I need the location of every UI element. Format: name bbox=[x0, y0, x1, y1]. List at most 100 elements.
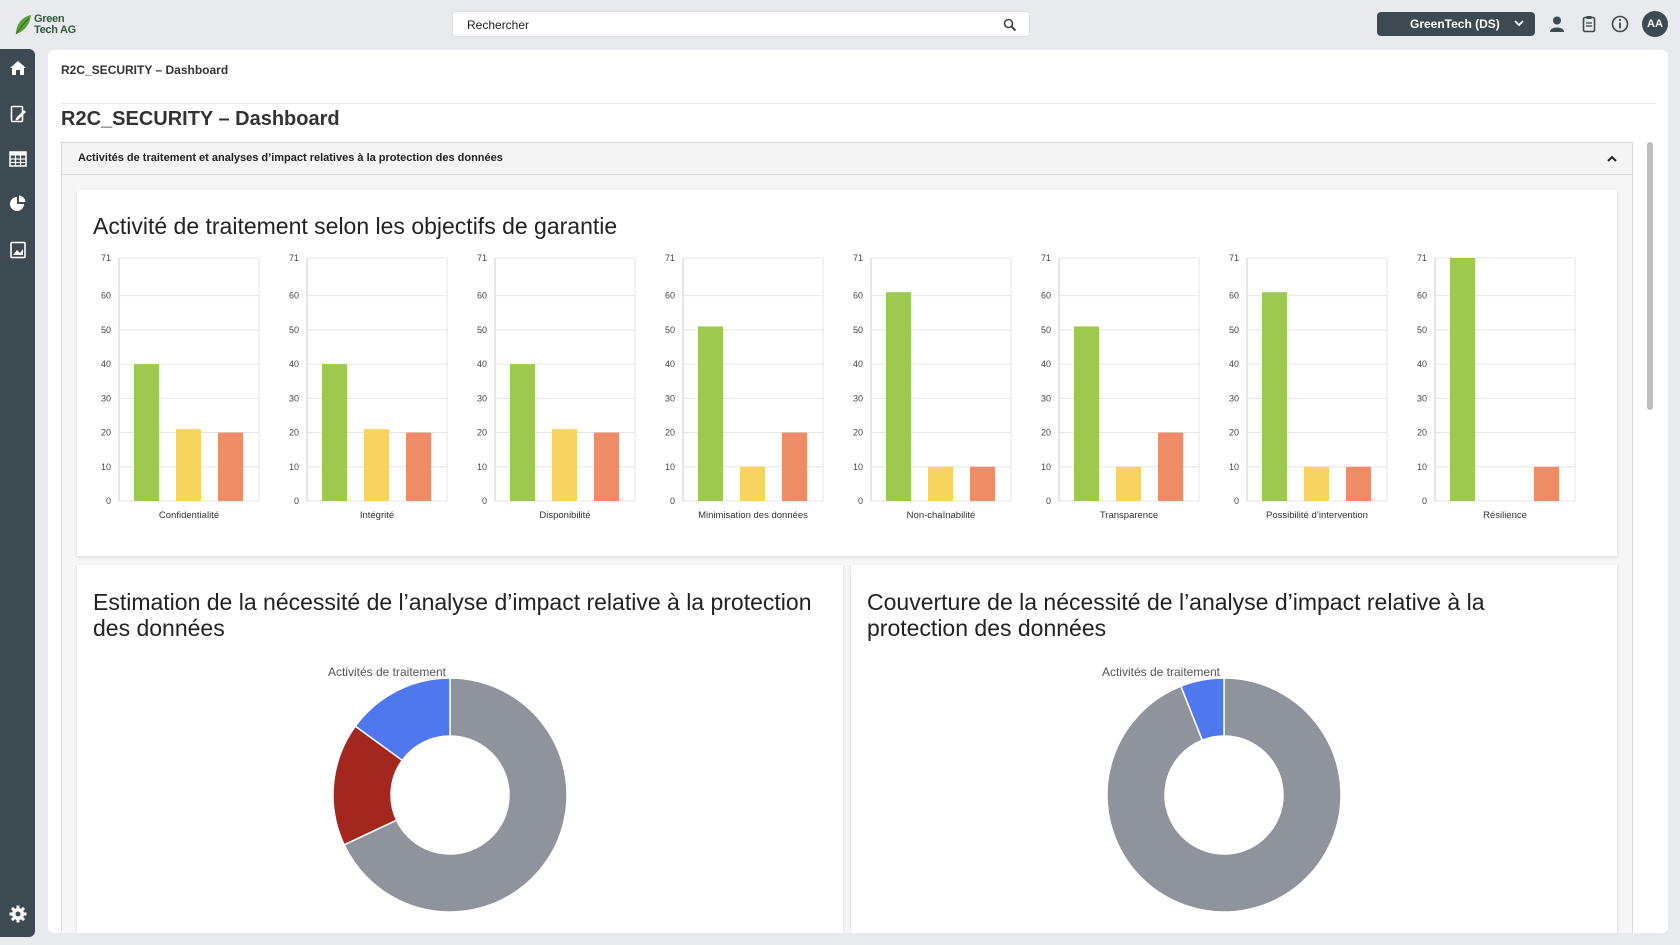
bar-Non-chaînabilité-0[interactable] bbox=[886, 292, 911, 501]
y-tick-label: 30 bbox=[477, 393, 487, 403]
y-tick-label: 20 bbox=[1417, 428, 1427, 438]
bar-Transparence-0[interactable] bbox=[1074, 326, 1099, 501]
bar-Résilience-0[interactable] bbox=[1450, 258, 1475, 501]
donut-slice-2[interactable] bbox=[354, 677, 451, 762]
y-tick-label: 0 bbox=[1234, 496, 1239, 506]
search-icon[interactable] bbox=[1003, 18, 1017, 32]
pie-chart-icon[interactable] bbox=[8, 194, 28, 214]
y-tick-label: 30 bbox=[101, 393, 111, 403]
bar-Possibilité d’intervention-0[interactable] bbox=[1262, 292, 1287, 501]
y-tick-label: 20 bbox=[101, 428, 111, 438]
bar-Intégrité-1[interactable] bbox=[364, 429, 389, 501]
donut1-subtitle: Activités de traitement bbox=[327, 665, 447, 679]
bar-Transparence-2[interactable] bbox=[1158, 432, 1183, 501]
edit-document-icon[interactable] bbox=[8, 104, 28, 124]
donut-slice-0[interactable] bbox=[1106, 677, 1342, 913]
donut-slice-1[interactable] bbox=[1179, 677, 1225, 742]
y-tick-label: 10 bbox=[477, 462, 487, 472]
bar-Intégrité-0[interactable] bbox=[322, 364, 347, 501]
settings-icon[interactable] bbox=[8, 904, 28, 924]
bar-Confidentialité-2[interactable] bbox=[218, 432, 243, 501]
clipboard-icon[interactable] bbox=[1580, 15, 1598, 33]
bar-Transparence-1[interactable] bbox=[1116, 466, 1141, 501]
bar-panel-3: 0 10 20 30 40 50 60 71 Minimisation des données bbox=[665, 253, 824, 521]
y-tick-label: 50 bbox=[477, 325, 487, 335]
bar-Résilience-2[interactable] bbox=[1534, 466, 1559, 501]
y-tick-label: 0 bbox=[858, 496, 863, 506]
tenant-selector[interactable]: GreenTech (DS) bbox=[1377, 12, 1535, 36]
top-bar: Green Tech AG Rechercher GreenTech (DS) … bbox=[0, 0, 1680, 48]
y-tick-label: 60 bbox=[289, 291, 299, 301]
bar-Disponibilité-2[interactable] bbox=[594, 432, 619, 501]
y-tick-label: 71 bbox=[1041, 253, 1051, 263]
y-tick-label: 71 bbox=[1417, 253, 1427, 263]
y-tick-label: 71 bbox=[853, 253, 863, 263]
y-tick-label: 60 bbox=[477, 291, 487, 301]
donut-chart-estimation bbox=[332, 677, 568, 913]
search-placeholder: Rechercher bbox=[467, 18, 530, 32]
divider bbox=[61, 103, 1656, 104]
y-tick-label: 0 bbox=[1046, 496, 1051, 506]
dashboard-section: Activités de traitement et analyses d’im… bbox=[61, 142, 1633, 933]
bar-Possibilité d’intervention-1[interactable] bbox=[1304, 466, 1329, 501]
user-icon[interactable] bbox=[1548, 15, 1566, 33]
bar-panel-0: 0 10 20 30 40 50 60 71 Confidentialité bbox=[101, 253, 260, 521]
x-category-label: Minimisation des données bbox=[698, 510, 808, 521]
y-tick-label: 60 bbox=[853, 291, 863, 301]
bar-Confidentialité-0[interactable] bbox=[134, 364, 159, 501]
y-tick-label: 40 bbox=[101, 359, 111, 369]
y-tick-label: 20 bbox=[1041, 428, 1051, 438]
y-tick-label: 40 bbox=[1417, 359, 1427, 369]
bar-Minimisation des données-1[interactable] bbox=[740, 466, 765, 501]
info-icon[interactable] bbox=[1611, 15, 1629, 33]
y-tick-label: 10 bbox=[289, 462, 299, 472]
chevron-up-icon[interactable] bbox=[1606, 153, 1618, 165]
bar-Minimisation des données-0[interactable] bbox=[698, 326, 723, 501]
bar-Non-chaînabilité-1[interactable] bbox=[928, 466, 953, 501]
report-icon[interactable] bbox=[8, 240, 28, 260]
bar-panel-2: 0 10 20 30 40 50 60 71 Disponibilité bbox=[477, 253, 636, 521]
y-tick-label: 30 bbox=[853, 393, 863, 403]
bar-Minimisation des données-2[interactable] bbox=[782, 432, 807, 501]
y-tick-label: 71 bbox=[665, 253, 675, 263]
y-tick-label: 50 bbox=[665, 325, 675, 335]
bar-Intégrité-2[interactable] bbox=[406, 432, 431, 501]
y-tick-label: 71 bbox=[101, 253, 111, 263]
section-header[interactable]: Activités de traitement et analyses d’im… bbox=[62, 143, 1632, 175]
bar-panel-5: 0 10 20 30 40 50 60 71 Transparence bbox=[1041, 253, 1200, 521]
donut2-subtitle: Activités de traitement bbox=[1101, 665, 1221, 679]
donut-slice-0[interactable] bbox=[343, 677, 568, 913]
y-tick-label: 0 bbox=[294, 496, 299, 506]
search-input[interactable]: Rechercher bbox=[452, 11, 1030, 37]
logo-text: Green Tech AG bbox=[34, 14, 76, 36]
bar-Non-chaînabilité-2[interactable] bbox=[970, 466, 995, 501]
y-tick-label: 40 bbox=[477, 359, 487, 369]
y-tick-label: 30 bbox=[1229, 393, 1239, 403]
bar-Possibilité d’intervention-2[interactable] bbox=[1346, 466, 1371, 501]
scrollbar[interactable] bbox=[1645, 142, 1655, 922]
donut-card-coverage: Couverture de la nécessité de l’analyse … bbox=[851, 565, 1617, 933]
bar-chart-card: Activité de traitement selon les objecti… bbox=[77, 190, 1617, 556]
y-tick-label: 20 bbox=[665, 428, 675, 438]
bar-Disponibilité-0[interactable] bbox=[510, 364, 535, 501]
scrollbar-thumb[interactable] bbox=[1647, 142, 1653, 410]
y-tick-label: 40 bbox=[665, 359, 675, 369]
table-icon[interactable] bbox=[8, 149, 28, 169]
breadcrumb[interactable]: R2C_SECURITY – Dashboard bbox=[61, 63, 229, 77]
main-content: R2C_SECURITY – Dashboard R2C_SECURITY – … bbox=[48, 50, 1668, 933]
company-logo[interactable]: Green Tech AG bbox=[14, 12, 84, 38]
bar-Disponibilité-1[interactable] bbox=[552, 429, 577, 501]
y-tick-label: 71 bbox=[1229, 253, 1239, 263]
tenant-label: GreenTech (DS) bbox=[1410, 17, 1500, 31]
donut-card-estimation: Estimation de la nécessité de l’analyse … bbox=[77, 565, 843, 933]
y-tick-label: 10 bbox=[665, 462, 675, 472]
bar-Confidentialité-1[interactable] bbox=[176, 429, 201, 501]
home-icon[interactable] bbox=[8, 58, 28, 78]
y-tick-label: 71 bbox=[289, 253, 299, 263]
bar-chart-title: Activité de traitement selon les objecti… bbox=[93, 213, 618, 239]
avatar[interactable]: AA bbox=[1642, 11, 1668, 37]
y-tick-label: 20 bbox=[289, 428, 299, 438]
y-tick-label: 0 bbox=[1422, 496, 1427, 506]
y-tick-label: 50 bbox=[1229, 325, 1239, 335]
y-tick-label: 50 bbox=[853, 325, 863, 335]
